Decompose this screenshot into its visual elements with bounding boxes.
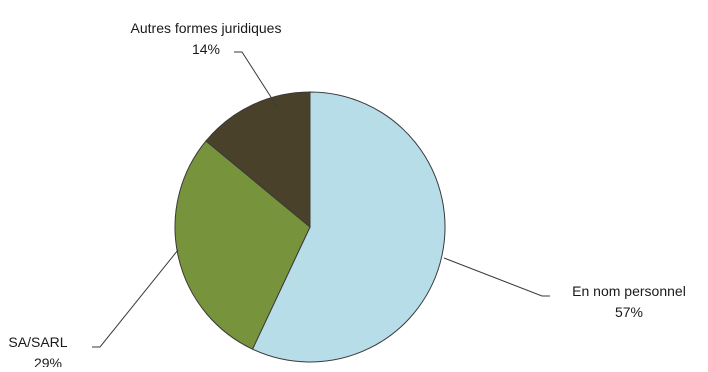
leader-line-sa-sarl [92,249,179,348]
slice-label-en-nom-personnel: En nom personnel [572,283,686,299]
leader-lines [92,51,550,348]
pie-slice-sa-sarl [174,140,311,350]
leader-line-en-nom-personnel [443,257,550,297]
slice-percent-en-nom-personnel: 57% [615,304,643,320]
pie-slice-autres-formes-juridiques [205,91,311,229]
leader-line-autres-formes-juridiques [234,51,279,109]
slice-percent-autres-formes-juridiques: 14% [192,41,220,57]
slice-percent-sa-sarl: 29% [34,355,62,367]
slice-label-autres-formes-juridiques: Autres formes juridiques [131,20,282,36]
pie-slice-en-nom-personnel [251,91,446,363]
pie-slices [174,91,446,363]
slice-label-sa-sarl: SA/SARL [8,334,67,350]
